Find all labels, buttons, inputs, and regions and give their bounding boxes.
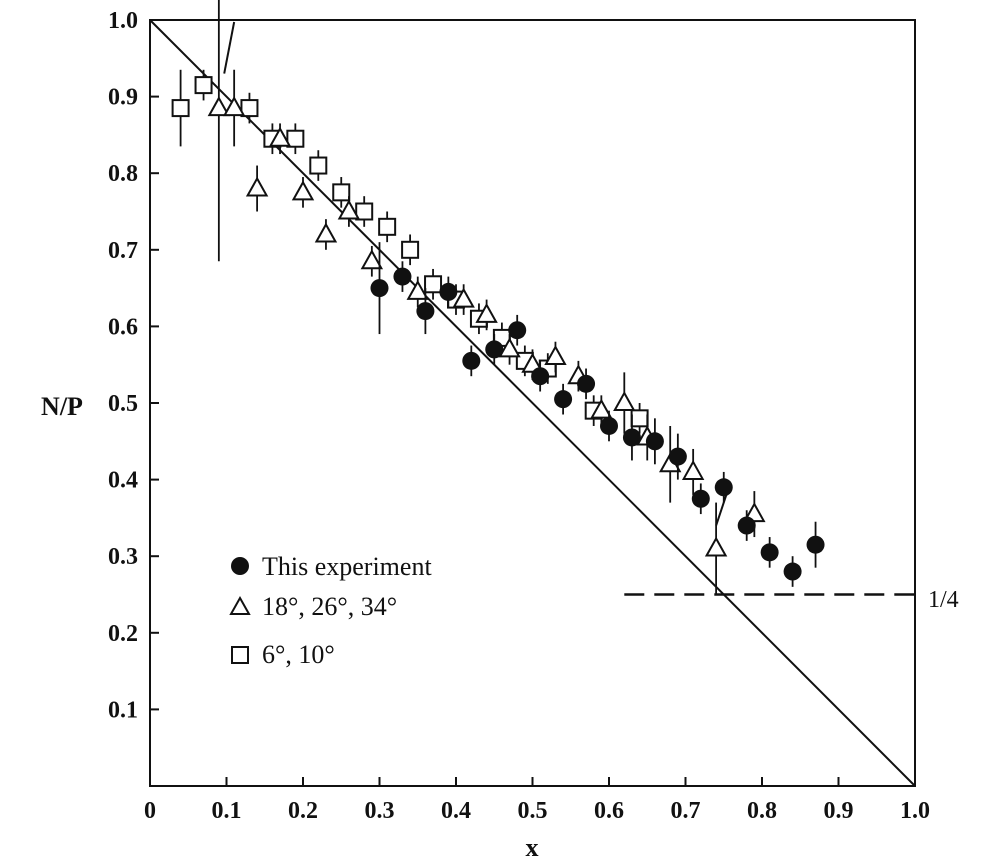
y-tick-label: 0.6	[108, 314, 138, 340]
data-point-square	[240, 99, 259, 118]
connector-segment	[715, 490, 729, 526]
data-point-triangle	[590, 398, 613, 419]
data-point-square	[630, 409, 649, 428]
data-point-triangle	[337, 199, 361, 220]
data-point-circle	[622, 428, 641, 447]
data-point-square	[355, 202, 374, 221]
data-points	[171, 0, 825, 595]
x-tick-label: 0.4	[441, 798, 471, 824]
data-point-circle	[416, 302, 435, 321]
x-tick-label: 0.3	[365, 798, 395, 824]
data-point-square	[194, 76, 213, 95]
data-point-square	[309, 156, 328, 175]
y-tick-label: 0.5	[108, 391, 138, 417]
data-point-triangle	[613, 390, 636, 411]
data-point-circle	[439, 282, 458, 301]
data-point-circle	[370, 279, 389, 298]
data-point-triangle	[360, 249, 384, 270]
data-point-circle	[668, 447, 687, 466]
data-point-square	[332, 183, 351, 202]
data-point-circle	[737, 516, 756, 535]
axis-ticks	[149, 19, 916, 786]
data-point-circle	[508, 321, 527, 340]
legend-marker-triangle	[229, 595, 251, 615]
data-point-triangle	[704, 536, 728, 557]
data-point-triangle	[268, 126, 292, 147]
x-tick-label: 0.5	[518, 798, 548, 824]
x-tick-labels: 0 0.1 0.2 0.3 0.4 0.5 0.6 0.7 0.8 0.9 1.0	[144, 798, 930, 824]
data-point-circle	[783, 562, 802, 581]
x-tick-label: 0.8	[747, 798, 777, 824]
data-point-circle	[531, 367, 550, 386]
steep-line-segment	[223, 21, 236, 74]
data-point-square	[401, 240, 420, 259]
x-tick-label: 0.1	[212, 798, 242, 824]
y-tick-label: 0.3	[108, 544, 138, 570]
data-point-triangle	[498, 337, 521, 358]
y-tick-label: 0.4	[108, 468, 138, 494]
data-point-triangle	[207, 96, 231, 117]
data-point-triangle	[681, 459, 705, 480]
y-tick-label: 0.8	[108, 161, 138, 187]
x-tick-label: 0.9	[824, 798, 854, 824]
x-tick-label: 0.2	[288, 798, 318, 824]
x-tick-label: 1.0	[900, 798, 930, 824]
data-point-circle	[714, 478, 733, 497]
data-point-triangle	[544, 344, 567, 366]
data-point-square	[286, 129, 305, 148]
y-tick-label: 0.2	[108, 621, 138, 647]
data-point-circle	[393, 267, 412, 286]
x-tick-label: 0	[144, 798, 156, 824]
data-point-circle	[645, 432, 664, 451]
data-point-circle	[554, 390, 573, 409]
data-point-circle	[691, 489, 710, 508]
data-point-triangle	[314, 222, 338, 243]
data-point-triangle	[291, 180, 315, 201]
legend-label-square: 6°, 10°	[262, 640, 335, 669]
y-tick-label: 0.9	[108, 85, 138, 111]
data-point-square	[424, 275, 443, 294]
quarter-annotation: 1/4	[928, 587, 959, 613]
data-point-circle	[600, 416, 618, 435]
y-tick-labels: 0.1 0.2 0.3 0.4 0.5 0.6 0.7 0.8 0.9 1.0	[108, 8, 138, 723]
legend: This experiment 18°, 26°, 34° 6°, 10°	[229, 552, 432, 669]
y-tick-label: 1.0	[108, 8, 138, 34]
legend-label-this-experiment: This experiment	[262, 552, 432, 581]
legend-marker-this-experiment	[231, 557, 249, 575]
data-point-triangle	[406, 279, 429, 300]
x-tick-label: 0.7	[671, 798, 701, 824]
data-point-square	[171, 99, 190, 118]
x-tick-label: 0.6	[594, 798, 624, 824]
x-axis-title: x	[526, 833, 539, 862]
data-point-triangle	[452, 287, 475, 308]
data-point-triangle	[222, 96, 246, 117]
data-point-triangle	[475, 302, 498, 323]
y-tick-label: 0.1	[108, 697, 138, 723]
y-tick-label: 0.7	[108, 238, 138, 264]
data-point-circle	[485, 340, 504, 359]
data-point-triangle	[245, 176, 269, 197]
y-axis-title: N/P	[41, 392, 83, 421]
data-point-circle	[462, 351, 481, 370]
data-point-circle	[577, 374, 596, 393]
data-point-square	[378, 217, 397, 236]
legend-label-triangle: 18°, 26°, 34°	[262, 592, 397, 621]
data-point-circle	[806, 535, 825, 554]
legend-marker-square	[231, 646, 249, 664]
data-point-circle	[760, 543, 779, 562]
